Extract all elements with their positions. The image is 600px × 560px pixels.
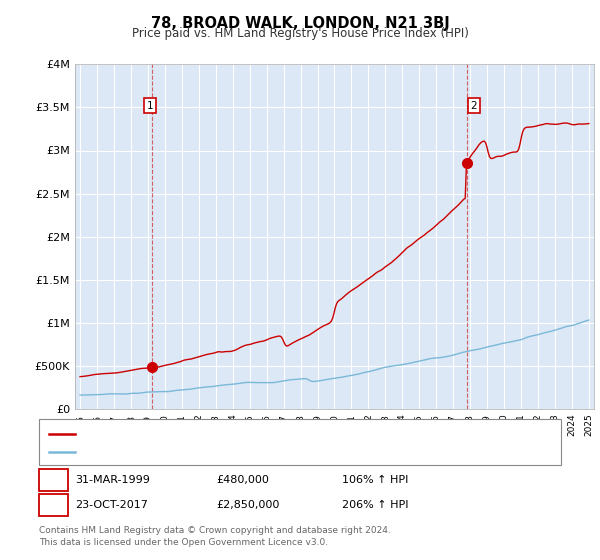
Text: 23-OCT-2017: 23-OCT-2017	[75, 500, 148, 510]
Text: 78, BROAD WALK, LONDON, N21 3BJ: 78, BROAD WALK, LONDON, N21 3BJ	[151, 16, 449, 31]
Text: 1: 1	[146, 101, 153, 111]
Text: Contains HM Land Registry data © Crown copyright and database right 2024.
This d: Contains HM Land Registry data © Crown c…	[39, 526, 391, 547]
Text: 2: 2	[50, 500, 57, 510]
Text: Price paid vs. HM Land Registry's House Price Index (HPI): Price paid vs. HM Land Registry's House …	[131, 27, 469, 40]
Text: HPI: Average price, detached house, Enfield: HPI: Average price, detached house, Enfi…	[80, 447, 308, 457]
Text: 2: 2	[470, 101, 477, 111]
Text: 78, BROAD WALK, LONDON, N21 3BJ (detached house): 78, BROAD WALK, LONDON, N21 3BJ (detache…	[80, 429, 364, 439]
Text: £2,850,000: £2,850,000	[216, 500, 280, 510]
Text: 106% ↑ HPI: 106% ↑ HPI	[342, 475, 409, 485]
Text: £480,000: £480,000	[216, 475, 269, 485]
Text: 1: 1	[50, 475, 57, 485]
Text: 206% ↑ HPI: 206% ↑ HPI	[342, 500, 409, 510]
Text: 31-MAR-1999: 31-MAR-1999	[75, 475, 150, 485]
